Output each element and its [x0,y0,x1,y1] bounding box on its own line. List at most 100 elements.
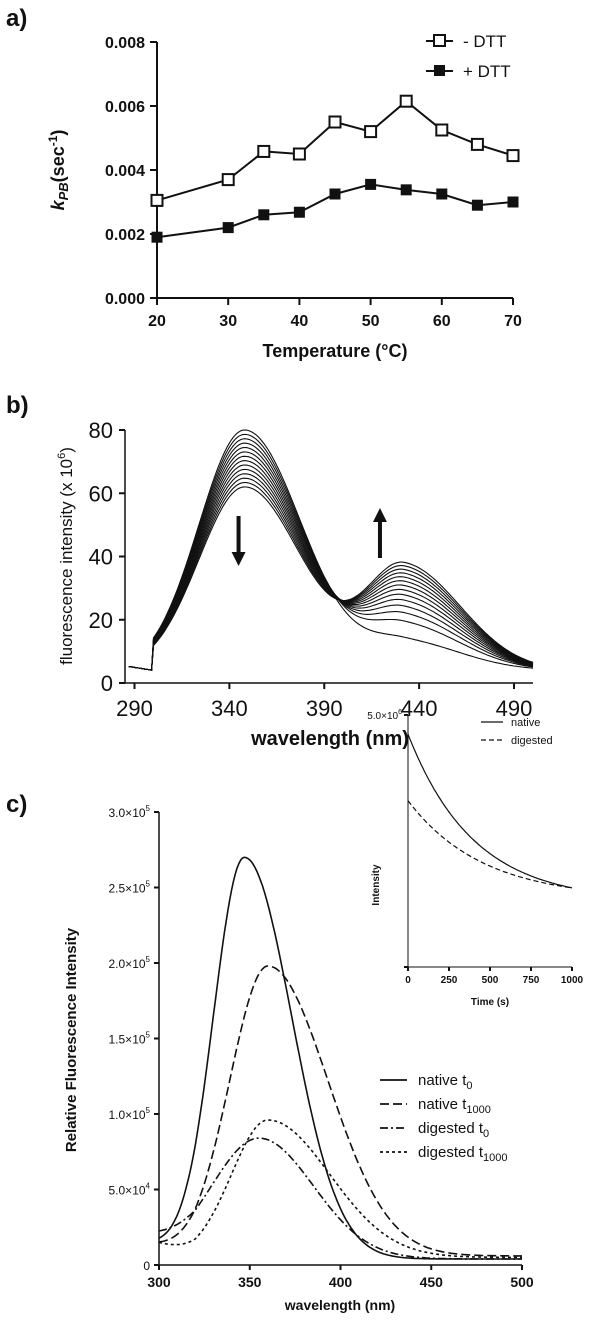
chart-c-legend-label: native t1000 [418,1096,491,1116]
chart-c-series-native-t1000 [158,965,522,1257]
inset-series-digested [407,800,573,889]
chart-a-point-plus-dtt [151,231,163,243]
chart-a-y-tick-label: 0.002 [105,227,145,244]
chart-b-x-tick-label: 440 [401,696,438,721]
chart-b-spectrum-curve [128,429,534,671]
chart-c-y-tick-label: 2.0×105 [109,955,151,971]
chart-b-x-tick-label: 340 [211,696,248,721]
chart-b-y-tick-label: 0 [101,671,113,696]
chart-a-point-plus-dtt [471,199,483,211]
chart-c-inset: 0 250 500 750 1000 5.0×106 Time (s) Intensity… [367,709,583,1008]
inset-x-tick-label: 0 [405,975,411,986]
panel-label-a: a) [6,5,27,32]
chart-a-x-tick-label: 70 [504,313,522,330]
chart-c-y-label: Relative Fluorescence Intensity [63,927,80,1152]
inset-x-tick-label: 1000 [561,975,584,986]
chart-c-x-tick-label: 300 [147,1274,171,1290]
inset-x-tick-label: 500 [482,975,499,986]
chart-b-y-tick-label: 80 [89,418,113,443]
chart-a-x-tick-label: 60 [433,313,451,330]
chart-a-point-plus-dtt [400,184,412,196]
inset-y-label: Intensity [371,864,382,906]
chart-b-x-label: wavelength (nm) [250,728,409,750]
inset-y-top-tick-label: 5.0×106 [367,709,402,722]
chart-a-point-plus-dtt [293,206,305,218]
inset-x-tick-label: 750 [523,975,540,986]
chart-b-down-arrowhead [231,552,246,566]
chart-c-x-tick-label: 500 [510,1274,534,1290]
chart-a-x-tick-label: 50 [362,313,380,330]
chart-c-y-tick-label: 2.5×105 [109,880,151,896]
chart-a-series-line [156,99,514,202]
chart-c-legend-label: digested t1000 [418,1144,508,1164]
chart-a-x-tick-label: 20 [148,313,166,330]
chart-c-legend-label: digested t0 [418,1120,489,1140]
chart-b-x-tick-label: 390 [306,696,343,721]
chart-a-point-minus-dtt [292,147,306,161]
chart-a-point-minus-dtt [328,115,342,129]
chart-a-point-minus-dtt [257,144,271,158]
chart-a-point-minus-dtt [221,173,235,187]
chart-a-point-minus-dtt [470,137,484,151]
inset-x-label: Time (s) [471,997,509,1008]
chart-c: 300 350 400 450 500 0 5.0×104 1.0×105 1.5×105 2.0… [63,709,584,1313]
chart-b-y-tick-label: 60 [89,481,113,506]
chart-a-y-tick-label: 0.004 [105,163,145,180]
chart-b-y-tick-label: 20 [89,608,113,633]
chart-a: 20 30 40 50 60 70 0.000 0.002 0.004 0.006 0.008 Te… [46,32,522,361]
chart-c-x-tick-label: 350 [238,1274,262,1290]
chart-a-point-minus-dtt [150,193,164,207]
chart-a-y-tick-label: 0.006 [105,99,145,116]
chart-a-point-plus-dtt [436,188,448,200]
chart-b: 290 340 390 440 490 0 20 40 60 80 wavelength (nm)… [56,418,534,750]
chart-a-point-minus-dtt [506,149,520,163]
inset-x-tick-label: 250 [441,975,458,986]
inset-legend-native: native [511,717,540,729]
chart-b-y-label: fluorescence intensity (x 106) [56,447,76,665]
chart-b-x-tick-label: 490 [496,696,533,721]
chart-c-y-tick-label: 3.0×105 [109,804,151,820]
legend-marker-plus-dtt [434,65,445,76]
legend-label-plus-dtt: + DTT [463,62,511,81]
chart-a-point-plus-dtt [365,178,377,190]
panel-label-b: b) [6,392,29,419]
inset-series-native [407,733,573,889]
chart-c-x-tick-label: 450 [420,1274,444,1290]
chart-c-legend: native t0 native t1000 digested t0 digested… [380,1072,508,1164]
chart-c-x-label: wavelength (nm) [284,1297,395,1313]
chart-a-y-label: kPB(sec-1) [46,130,71,211]
chart-c-series-digested-t0 [158,1137,522,1260]
chart-a-point-plus-dtt [507,196,519,208]
chart-a-x-label: Temperature (°C) [263,341,408,361]
chart-a-point-minus-dtt [364,125,378,139]
chart-b-spectrum-curve [128,468,534,671]
chart-b-spectrum-curve [128,433,534,671]
legend-label-minus-dtt: - DTT [463,32,506,51]
panel-label-c: c) [6,791,27,818]
chart-c-series-native-t0 [158,856,522,1260]
chart-a-series-line [156,183,514,239]
chart-b-y-tick-label: 40 [89,545,113,570]
chart-c-y-tick-label: 0 [143,1259,150,1273]
chart-a-point-minus-dtt [399,94,413,108]
chart-b-spectrum-curve [128,473,534,671]
chart-a-point-plus-dtt [258,209,270,221]
chart-a-point-plus-dtt [222,222,234,234]
chart-b-spectrum-curve [128,477,534,671]
chart-b-up-arrowhead [372,508,387,522]
inset-legend-digested: digested [511,735,553,747]
chart-a-point-plus-dtt [329,188,341,200]
chart-c-y-tick-label: 1.5×105 [109,1031,151,1047]
chart-a-x-tick-label: 40 [291,313,309,330]
chart-a-y-tick-label: 0.000 [105,291,145,308]
chart-a-y-tick-label: 0.008 [105,35,145,52]
chart-b-spectrum-curve [128,481,534,671]
chart-a-point-minus-dtt [435,123,449,137]
chart-b-spectrum-curve [128,486,534,671]
inset-legend: native digested [481,717,553,747]
chart-c-y-tick-label: 1.0×105 [109,1106,151,1122]
chart-a-x-tick-label: 30 [219,313,237,330]
legend-marker-minus-dtt [433,34,446,47]
chart-c-series-digested-t1000 [158,1119,522,1259]
